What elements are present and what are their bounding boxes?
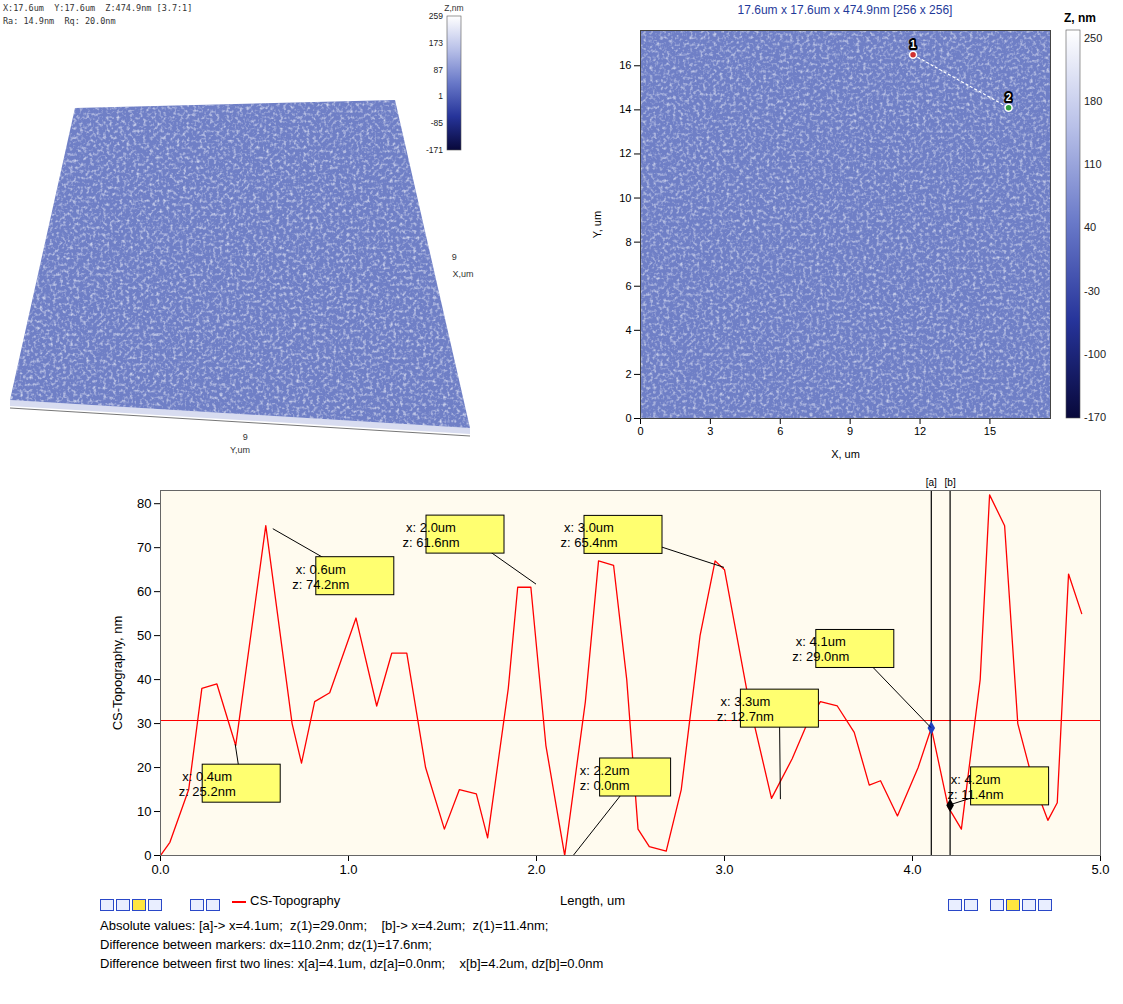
svg-text:CS-Topography, nm: CS-Topography, nm — [110, 616, 125, 731]
svg-text:173: 173 — [429, 38, 443, 48]
svg-text:x: 0.6um: x: 0.6um — [296, 562, 346, 577]
svg-text:x: 3.0um: x: 3.0um — [564, 520, 614, 535]
svg-text:4: 4 — [625, 324, 631, 336]
svg-text:Y,um: Y,um — [230, 445, 250, 455]
svg-text:-171: -171 — [426, 145, 443, 155]
svg-text:z: 65.4nm: z: 65.4nm — [560, 535, 617, 550]
svg-text:14: 14 — [619, 103, 631, 115]
svg-text:10: 10 — [619, 192, 631, 204]
svg-text:X:17.6um Y:17.6um Z:474.9nm: X:17.6um Y:17.6um Z:474.9nm [3.7:1] — [3, 3, 192, 13]
svg-text:Z,nm: Z,nm — [444, 3, 463, 13]
svg-text:50: 50 — [137, 628, 151, 643]
svg-text:z: 74.2nm: z: 74.2nm — [292, 577, 349, 592]
svg-text:80: 80 — [137, 496, 151, 511]
svg-text:Ra: 14.9nm Rq: 20.0nm: Ra: 14.9nm Rq: 20.0nm — [3, 16, 116, 26]
svg-text:40: 40 — [137, 672, 151, 687]
html-text:Difference between first two l: Difference between first two lines: x[a]… — [100, 956, 604, 971]
svg-text:60: 60 — [137, 584, 151, 599]
svg-text:259: 259 — [429, 11, 443, 21]
svg-text:4.0: 4.0 — [903, 862, 921, 877]
svg-text:3.0: 3.0 — [715, 862, 733, 877]
svg-text:z: 61.6nm: z: 61.6nm — [402, 535, 459, 550]
svg-text:15: 15 — [984, 425, 996, 437]
svg-text:2: 2 — [1006, 92, 1012, 103]
svg-text:6: 6 — [625, 280, 631, 292]
svg-text:-170: -170 — [1084, 411, 1106, 423]
svg-text:0: 0 — [144, 848, 151, 863]
svg-text:x: 2.2um: x: 2.2um — [580, 763, 630, 778]
svg-text:x: 0.4um: x: 0.4um — [182, 769, 232, 784]
svg-text:1.0: 1.0 — [339, 862, 357, 877]
svg-text:z: 0.0nm: z: 0.0nm — [580, 778, 630, 793]
svg-text:70: 70 — [137, 540, 151, 555]
svg-text:[b]: [b] — [945, 477, 956, 488]
svg-text:z: 11.4nm: z: 11.4nm — [948, 787, 1004, 802]
svg-text:30: 30 — [137, 716, 151, 731]
svg-text:12: 12 — [914, 425, 926, 437]
svg-text:-100: -100 — [1084, 348, 1106, 360]
svg-text:10: 10 — [137, 804, 151, 819]
svg-text:180: 180 — [1084, 95, 1102, 107]
svg-text:3: 3 — [707, 425, 713, 437]
svg-text:X, um: X, um — [831, 448, 860, 460]
svg-text:1: 1 — [438, 91, 443, 101]
html-text:Length, um: Length, um — [560, 893, 625, 908]
svg-text:20: 20 — [137, 760, 151, 775]
svg-text:40: 40 — [1084, 221, 1096, 233]
svg-text:0.0: 0.0 — [151, 862, 169, 877]
svg-text:16: 16 — [619, 59, 631, 71]
svg-text:X,um: X,um — [453, 269, 474, 279]
svg-text:110: 110 — [1084, 158, 1102, 170]
svg-text:0: 0 — [625, 412, 631, 424]
svg-text:Y, um: Y, um — [591, 211, 603, 238]
svg-text:9: 9 — [847, 425, 853, 437]
svg-text:9: 9 — [452, 252, 457, 262]
svg-text:x: 3.3um: x: 3.3um — [720, 694, 770, 709]
svg-text:x: 4.2um: x: 4.2um — [951, 772, 1001, 787]
svg-text:87: 87 — [434, 65, 444, 75]
svg-text:6: 6 — [777, 425, 783, 437]
svg-text:9: 9 — [243, 432, 248, 442]
html-text:Difference between markers: dx: Difference between markers: dx=110.2nm; … — [100, 937, 432, 952]
svg-text:1: 1 — [910, 39, 916, 50]
svg-text:2: 2 — [625, 368, 631, 380]
svg-text:8: 8 — [625, 236, 631, 248]
svg-text:-85: -85 — [431, 118, 444, 128]
svg-text:-30: -30 — [1084, 285, 1100, 297]
html-text:CS-Topography: CS-Topography — [250, 893, 341, 908]
svg-text:z: 25.2nm: z: 25.2nm — [179, 784, 236, 799]
html-text:Absolute values: [a]-> x=4.1um: Absolute values: [a]-> x=4.1um; z(1)=29.… — [100, 918, 549, 933]
svg-text:12: 12 — [619, 147, 631, 159]
svg-text:Z, nm: Z, nm — [1064, 11, 1096, 25]
svg-text:2.0: 2.0 — [527, 862, 545, 877]
html-text:17.6um x 17.6um x 474.9nm [256: 17.6um x 17.6um x 474.9nm [256 x 256] — [737, 3, 953, 17]
svg-text:x: 2.0um: x: 2.0um — [406, 520, 456, 535]
svg-text:z: 12.7nm: z: 12.7nm — [717, 709, 774, 724]
svg-text:5.0: 5.0 — [1091, 862, 1109, 877]
svg-text:250: 250 — [1084, 32, 1102, 44]
svg-text:z: 29.0nm: z: 29.0nm — [792, 649, 849, 664]
svg-text:[a]: [a] — [926, 477, 937, 488]
svg-text:x: 4.1um: x: 4.1um — [796, 634, 846, 649]
svg-text:0: 0 — [637, 425, 643, 437]
